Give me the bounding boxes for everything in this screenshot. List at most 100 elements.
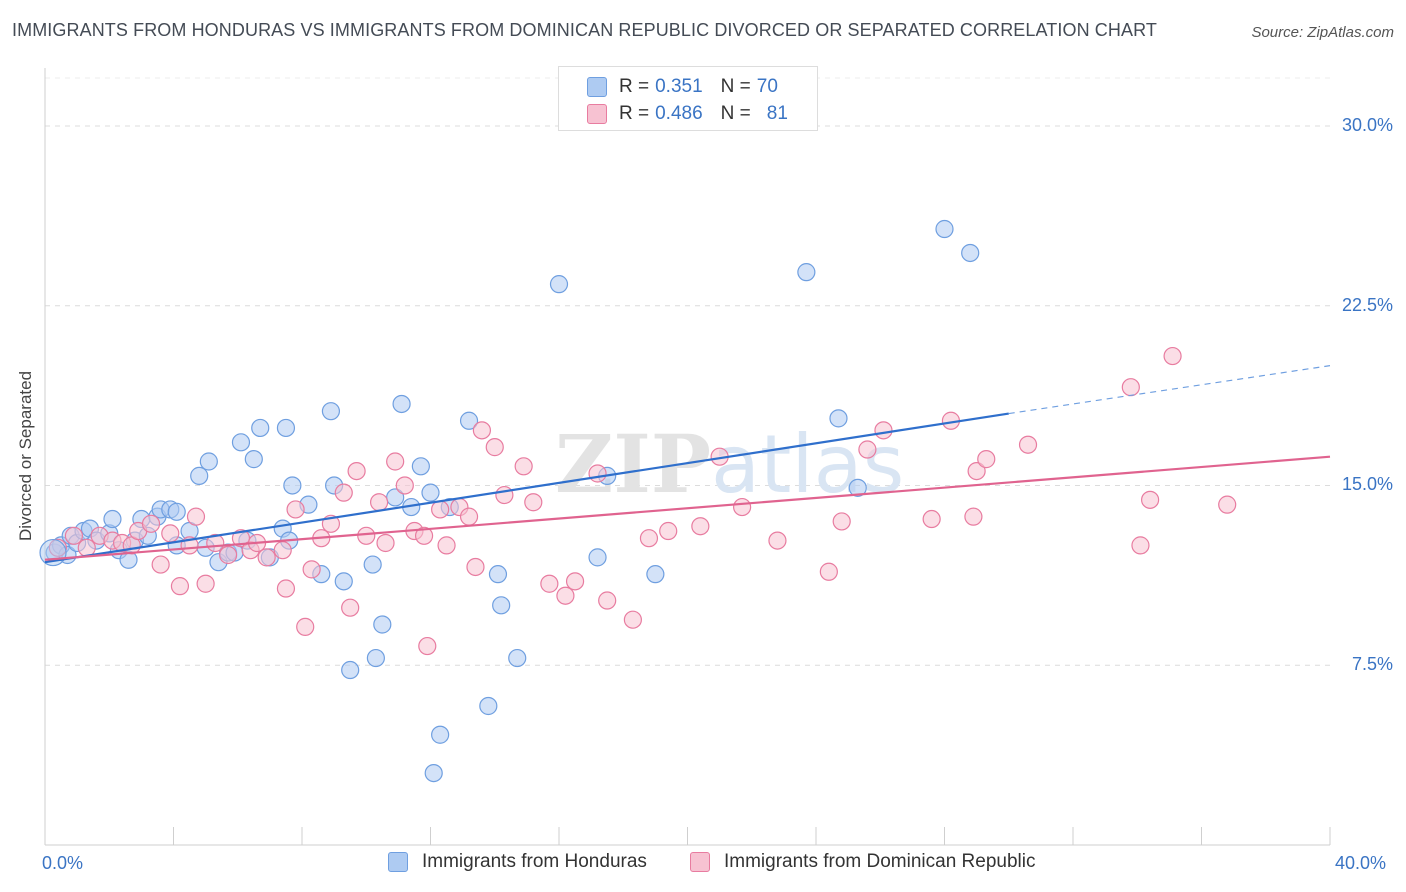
point-dominican (858, 440, 877, 459)
point-honduras (479, 696, 498, 716)
watermark-text: ZIPatlas (555, 417, 904, 511)
point-dominican (431, 500, 450, 519)
series-legend: Immigrants from Honduras Immigrants from… (0, 851, 1406, 877)
point-dominican (347, 461, 366, 481)
series-legend-dominican[interactable]: Immigrants from Dominican Republic (690, 851, 1036, 873)
y-tick-label: 15.0% (1341, 474, 1393, 495)
point-honduras (244, 450, 263, 469)
point-honduras (961, 243, 980, 263)
point-honduras (588, 548, 607, 567)
y-axis-label: Divorced or Separated (16, 370, 35, 542)
point-honduras (848, 478, 867, 497)
point-dominican (286, 500, 305, 519)
point-dominican (623, 610, 642, 629)
point-dominican (418, 636, 437, 656)
trend-line-honduras (44, 412, 1009, 564)
point-dominican (524, 493, 543, 512)
point-dominican (639, 529, 659, 548)
point-honduras (103, 509, 122, 529)
point-dominican (659, 521, 678, 541)
legend-swatch-honduras (587, 77, 607, 97)
point-dominican (395, 476, 414, 495)
point-honduras (549, 275, 569, 294)
point-dominican (64, 526, 84, 545)
point-dominican (376, 533, 395, 553)
legend-r-value: 0.486 (655, 103, 703, 124)
point-honduras (167, 502, 186, 521)
point-dominican (296, 617, 315, 636)
point-dominican (495, 485, 514, 505)
point-dominican (273, 541, 292, 560)
point-honduras (646, 565, 665, 584)
point-dominican (161, 524, 180, 543)
legend-r-label: R = (619, 103, 650, 124)
point-dominican (874, 421, 893, 440)
series-legend-honduras[interactable]: Immigrants from Honduras (388, 851, 647, 873)
point-dominican (459, 507, 479, 526)
point-dominican (1018, 435, 1038, 454)
point-dominican (964, 507, 983, 526)
legend-n-value: 70 (756, 76, 778, 97)
x-tick-label-max: 40.0% (1335, 853, 1387, 873)
x-tick-label-min: 0.0% (42, 853, 84, 873)
point-dominican (414, 526, 434, 545)
point-dominican (977, 450, 996, 469)
point-honduras (363, 555, 382, 574)
point-dominican (485, 438, 504, 457)
point-dominican (141, 514, 161, 533)
point-honduras (231, 433, 251, 452)
grid-lines (45, 77, 1330, 666)
point-honduras (366, 648, 385, 668)
point-dominican (691, 517, 710, 536)
point-honduras (251, 418, 270, 438)
series-swatch-honduras (388, 852, 408, 872)
point-dominican (257, 548, 276, 567)
point-dominican (967, 461, 986, 481)
data-points (39, 219, 1237, 783)
point-dominican (588, 464, 607, 483)
series-name-dominican: Immigrants from Dominican Republic (724, 851, 1036, 872)
point-dominican (565, 572, 585, 591)
point-honduras (797, 263, 816, 282)
point-honduras (283, 476, 302, 495)
point-dominican (556, 586, 575, 605)
series-swatch-dominican (690, 852, 710, 872)
legend-row-dominican: R = 0.486 N = 81 (587, 102, 788, 126)
point-dominican (1163, 346, 1182, 366)
stats-legend: R = 0.351 N = 70 R = 0.486 N = 81 (558, 66, 818, 131)
point-dominican (302, 560, 321, 579)
point-honduras (321, 402, 341, 421)
point-dominican (733, 497, 752, 517)
point-dominican (540, 574, 559, 593)
legend-row-honduras: R = 0.351 N = 70 (587, 75, 778, 99)
point-dominican (151, 555, 170, 574)
y-tick-label: 7.5% (1351, 654, 1393, 675)
point-honduras (508, 648, 527, 668)
trend-lines (44, 365, 1331, 564)
point-honduras (199, 452, 218, 471)
point-dominican (341, 598, 360, 617)
point-dominican (514, 457, 533, 476)
legend-n-label: N = (720, 76, 751, 97)
point-dominican (472, 421, 491, 440)
point-dominican (186, 507, 206, 526)
point-honduras (392, 394, 411, 414)
point-dominican (219, 545, 238, 565)
point-dominican (466, 557, 485, 577)
chart-title: IMMIGRANTS FROM HONDURAS VS IMMIGRANTS F… (12, 20, 1157, 40)
point-honduras (190, 466, 209, 485)
point-dominican (832, 512, 851, 531)
legend-r-label: R = (619, 76, 650, 97)
point-dominican (386, 452, 405, 471)
point-honduras (276, 418, 296, 438)
point-dominican (922, 509, 941, 529)
point-dominican (370, 493, 389, 512)
point-honduras (492, 596, 511, 615)
point-honduras (411, 457, 430, 476)
point-honduras (488, 565, 508, 584)
legend-r-value: 0.351 (655, 76, 703, 97)
trend-extension-honduras (1008, 365, 1331, 415)
watermark: ZIPatlas (555, 417, 904, 511)
point-honduras (935, 219, 954, 239)
point-dominican (768, 531, 787, 550)
